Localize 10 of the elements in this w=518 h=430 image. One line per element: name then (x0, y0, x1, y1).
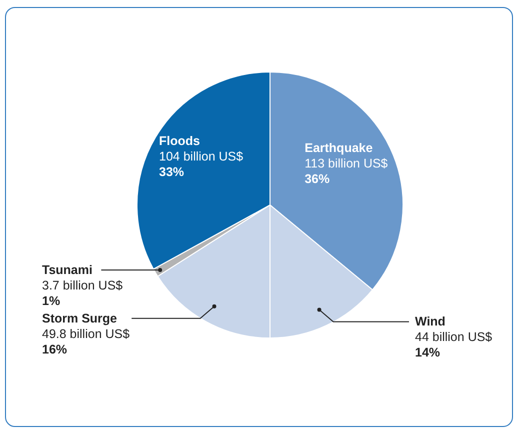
data-label: 44 billion US$ 14% (415, 330, 492, 360)
data-label: 3.7 billion US$ 1% (42, 278, 123, 308)
slice-label: Earthquake (304, 140, 373, 155)
slice-label: Wind (415, 314, 446, 329)
slice-label: Floods (159, 134, 200, 148)
slice-label: Storm Surge (42, 311, 118, 326)
data-label: 49.8 billion US$ 16% (42, 326, 130, 356)
data-label: 104 billion US$ 33% (159, 150, 244, 180)
slice-label: Tsunami (42, 262, 92, 277)
data-label: 113 billion US$ 36% (304, 156, 388, 186)
